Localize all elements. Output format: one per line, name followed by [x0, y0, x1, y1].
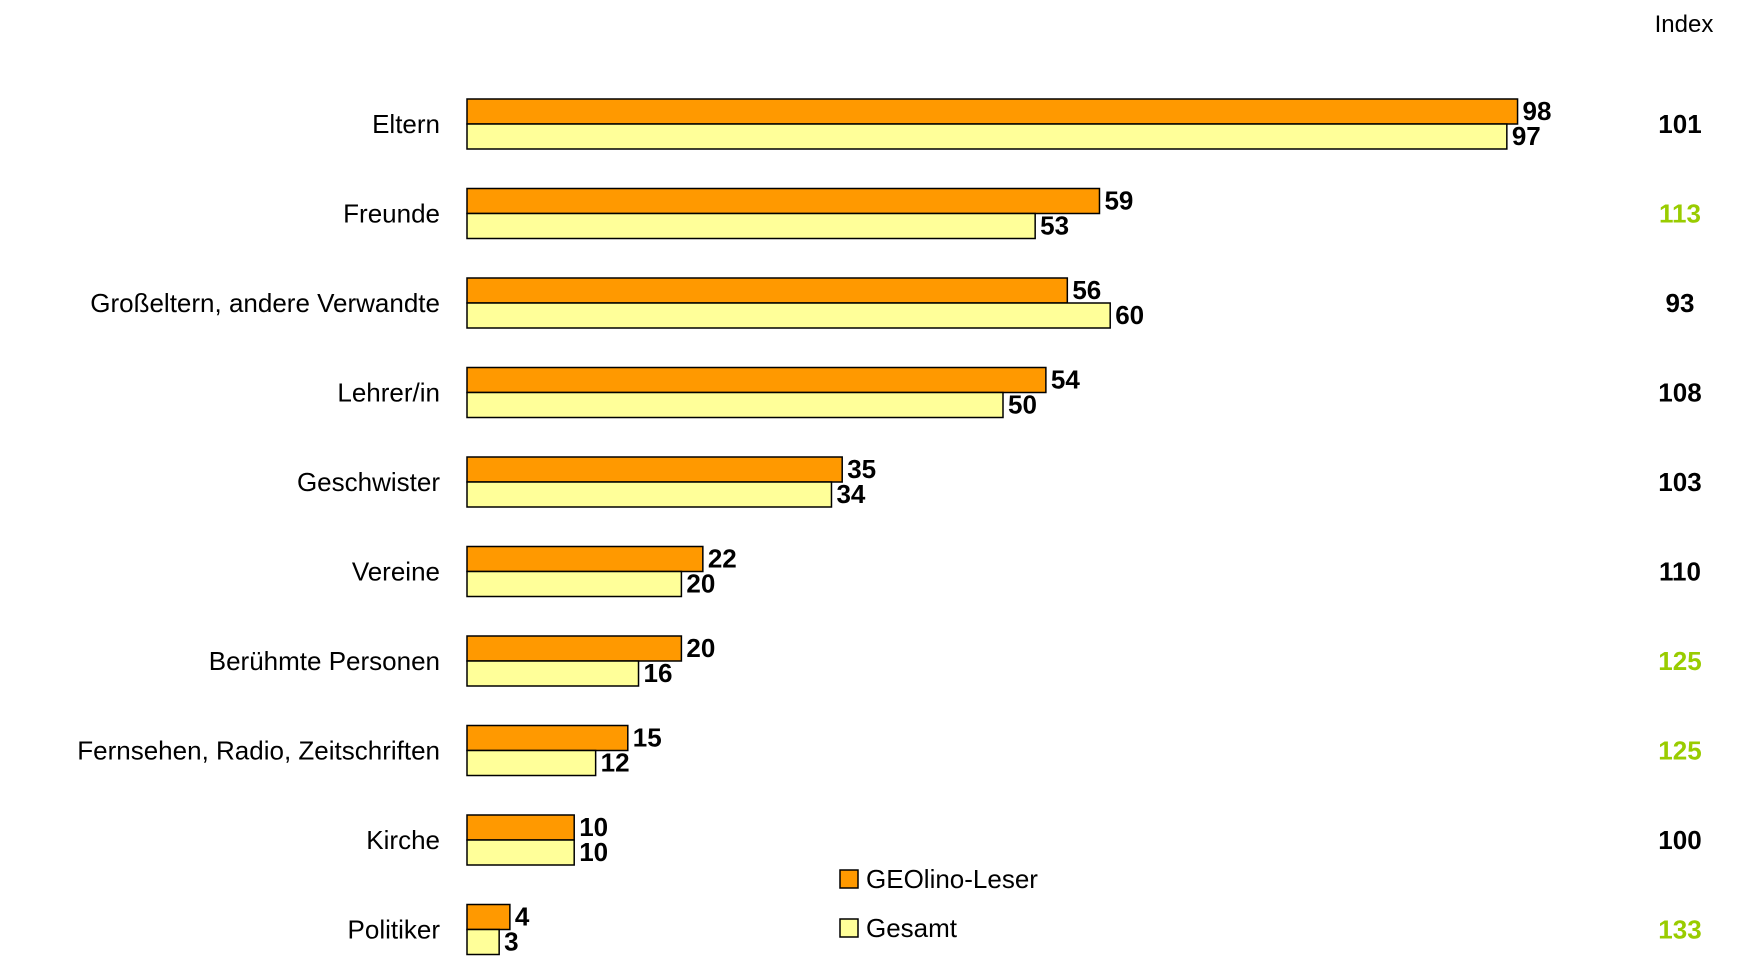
data-label: 10 — [579, 812, 608, 842]
legend-swatch — [839, 869, 859, 889]
legend-label: Gesamt — [866, 913, 958, 943]
bar-geolino — [466, 814, 575, 841]
legend-label: GEOlino-Leser — [866, 864, 1038, 894]
bar-geolino — [466, 277, 1069, 304]
bar-geolino — [466, 98, 1519, 125]
legend-swatch — [839, 918, 859, 938]
data-label: 20 — [686, 633, 715, 663]
data-label: 12 — [601, 748, 630, 778]
index-value: 108 — [1658, 378, 1701, 408]
index-value: 125 — [1658, 646, 1701, 676]
index-value: 101 — [1658, 109, 1701, 139]
index-value: 100 — [1658, 825, 1701, 855]
data-label: 3 — [504, 927, 518, 957]
category-label: Kirche — [366, 825, 440, 855]
category-label: Geschwister — [297, 467, 440, 497]
bar-geolino — [466, 545, 704, 573]
data-label: 50 — [1008, 390, 1037, 420]
category-label: Berühmte Personen — [209, 646, 440, 676]
bar-gesamt — [466, 749, 597, 777]
bar-gesamt — [466, 928, 500, 956]
category-label: Politiker — [348, 915, 441, 945]
bar-gesamt — [466, 570, 683, 598]
data-label: 4 — [515, 902, 530, 932]
data-label: 60 — [1115, 300, 1144, 330]
data-label: 35 — [847, 454, 876, 484]
bar-geolino — [466, 366, 1047, 394]
bar-gesamt — [466, 123, 1508, 150]
category-label: Eltern — [372, 109, 440, 139]
data-label: 97 — [1512, 121, 1541, 151]
data-label: 54 — [1051, 365, 1080, 395]
index-value: 133 — [1658, 915, 1701, 945]
index-value: 125 — [1658, 736, 1701, 766]
index-header: Index — [1655, 11, 1714, 38]
bar-gesamt — [466, 839, 575, 866]
category-label: Fernsehen, Radio, Zeitschriften — [77, 736, 440, 766]
category-label: Freunde — [343, 199, 440, 229]
data-label: 56 — [1072, 275, 1101, 305]
data-label: 53 — [1040, 211, 1069, 241]
bar-geolino — [466, 187, 1101, 215]
data-label: 22 — [708, 544, 737, 574]
data-label: 10 — [579, 837, 608, 867]
index-value: 93 — [1666, 288, 1695, 318]
data-label: 98 — [1523, 96, 1552, 126]
category-label: Großeltern, andere Verwandte — [90, 288, 440, 318]
bar-gesamt — [466, 660, 640, 687]
category-label: Vereine — [352, 557, 440, 587]
index-value: 103 — [1658, 467, 1701, 497]
index-value: 110 — [1659, 557, 1701, 587]
bar-geolino — [466, 456, 843, 483]
bar-gesamt — [466, 212, 1036, 240]
data-label: 16 — [644, 658, 673, 688]
data-label: 34 — [836, 479, 865, 509]
data-label: 15 — [633, 723, 662, 753]
bar-gesamt — [466, 481, 833, 508]
bar-gesamt — [466, 391, 1004, 419]
bar-geolino — [466, 635, 683, 662]
index-value: 113 — [1659, 199, 1701, 229]
data-label: 59 — [1104, 186, 1133, 216]
bar-gesamt — [466, 302, 1111, 329]
category-label: Lehrer/in — [337, 378, 440, 408]
data-label: 20 — [686, 569, 715, 599]
